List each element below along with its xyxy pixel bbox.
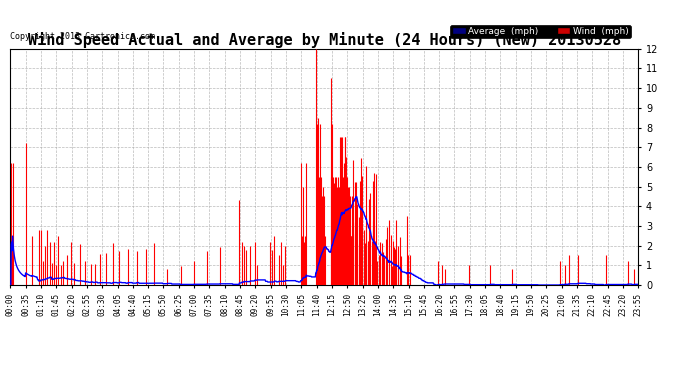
Text: Copyright 2013 Cartronics.com: Copyright 2013 Cartronics.com (10, 32, 155, 41)
Title: Wind Speed Actual and Average by Minute (24 Hours) (New) 20130528: Wind Speed Actual and Average by Minute … (28, 32, 621, 48)
Legend: Average  (mph), Wind  (mph): Average (mph), Wind (mph) (451, 25, 631, 38)
